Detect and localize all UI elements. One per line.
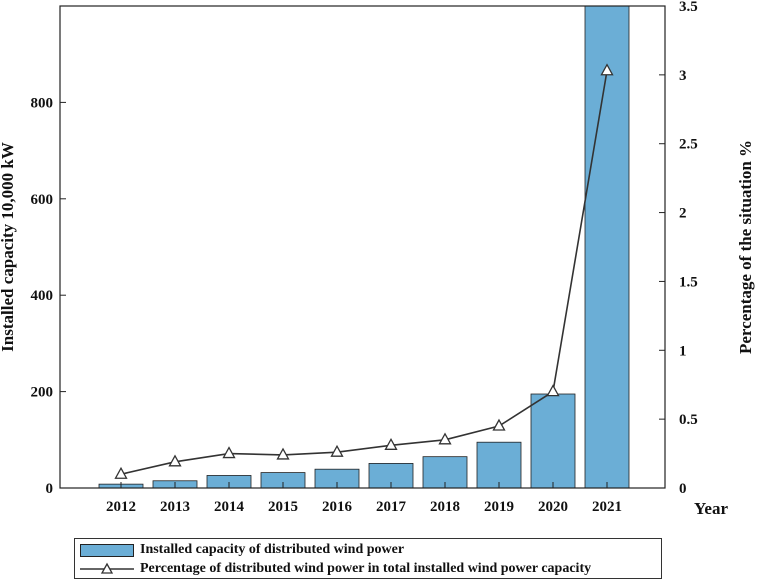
bar-2019 xyxy=(476,441,522,489)
legend-label-bar: Installed capacity of distributed wind p… xyxy=(140,542,405,557)
combo-chart: 0 200 400 600 800 0 0.5 1 1.5 2 2.5 3 3.5 2012 2013 201… xyxy=(0,0,755,518)
x-tick-label: 2018 xyxy=(430,499,460,515)
bars-layer xyxy=(98,5,630,489)
left-tick-label: 400 xyxy=(31,288,54,304)
titles-layer: Installed capacity 10,000 kW Percentage … xyxy=(0,140,755,518)
legend-bar-swatch xyxy=(80,543,134,557)
line-point-2017 xyxy=(384,437,398,450)
line-layer xyxy=(114,63,614,479)
bar-2020 xyxy=(530,393,576,489)
legend-item-bar: Installed capacity of distributed wind p… xyxy=(75,540,404,560)
legend-item-line: Percentage of distributed wind power in … xyxy=(75,559,591,579)
legend: Installed capacity of distributed wind p… xyxy=(74,538,662,579)
ticks-layer: 0 200 400 600 800 0 0.5 1 1.5 2 2.5 3 3.5 2012 2013 201… xyxy=(31,0,698,515)
right-tick-label: 2 xyxy=(679,206,687,222)
x-tick-label: 2014 xyxy=(214,499,245,515)
legend-line-swatch xyxy=(80,561,134,577)
line-point-2013 xyxy=(168,454,182,467)
left-tick-label: 200 xyxy=(31,385,54,401)
percentage-line xyxy=(120,70,608,476)
line-point-2018 xyxy=(438,432,452,445)
line-point-2019 xyxy=(492,418,506,431)
x-tick-label: 2016 xyxy=(322,499,353,515)
right-tick-label: 3 xyxy=(679,68,687,84)
line-point-2021 xyxy=(600,63,614,76)
line-point-2016 xyxy=(330,444,344,457)
x-tick-label: 2013 xyxy=(160,499,190,515)
triangle-marker-icon xyxy=(100,562,114,574)
x-tick-label: 2015 xyxy=(268,499,298,515)
line-point-2014 xyxy=(222,446,236,459)
x-tick-label: 2019 xyxy=(484,499,514,515)
right-tick-label: 0.5 xyxy=(679,412,698,428)
x-axis-title: Year xyxy=(694,499,728,518)
legend-label-line: Percentage of distributed wind power in … xyxy=(140,561,592,576)
right-tick-label: 3.5 xyxy=(679,0,698,15)
left-tick-label: 600 xyxy=(31,192,54,208)
line-point-2012 xyxy=(114,466,128,479)
right-tick-label: 1 xyxy=(679,343,687,359)
x-tick-label: 2020 xyxy=(538,499,568,515)
right-tick-label: 0 xyxy=(679,481,687,497)
left-axis-title: Installed capacity 10,000 kW xyxy=(0,142,17,352)
x-tick-label: 2012 xyxy=(106,499,136,515)
plot-frame xyxy=(59,5,666,489)
right-axis-title: Percentage of the situation % xyxy=(736,140,755,354)
x-tick-label: 2021 xyxy=(592,499,622,515)
left-tick-label: 0 xyxy=(46,481,54,497)
x-tick-label: 2017 xyxy=(376,499,407,515)
axes-layer xyxy=(59,5,666,489)
line-point-2020 xyxy=(546,384,560,397)
line-point-2015 xyxy=(276,447,290,460)
right-tick-label: 1.5 xyxy=(679,274,698,290)
bar-2021 xyxy=(584,5,630,489)
left-tick-label: 800 xyxy=(31,95,54,111)
right-tick-label: 2.5 xyxy=(679,137,698,153)
